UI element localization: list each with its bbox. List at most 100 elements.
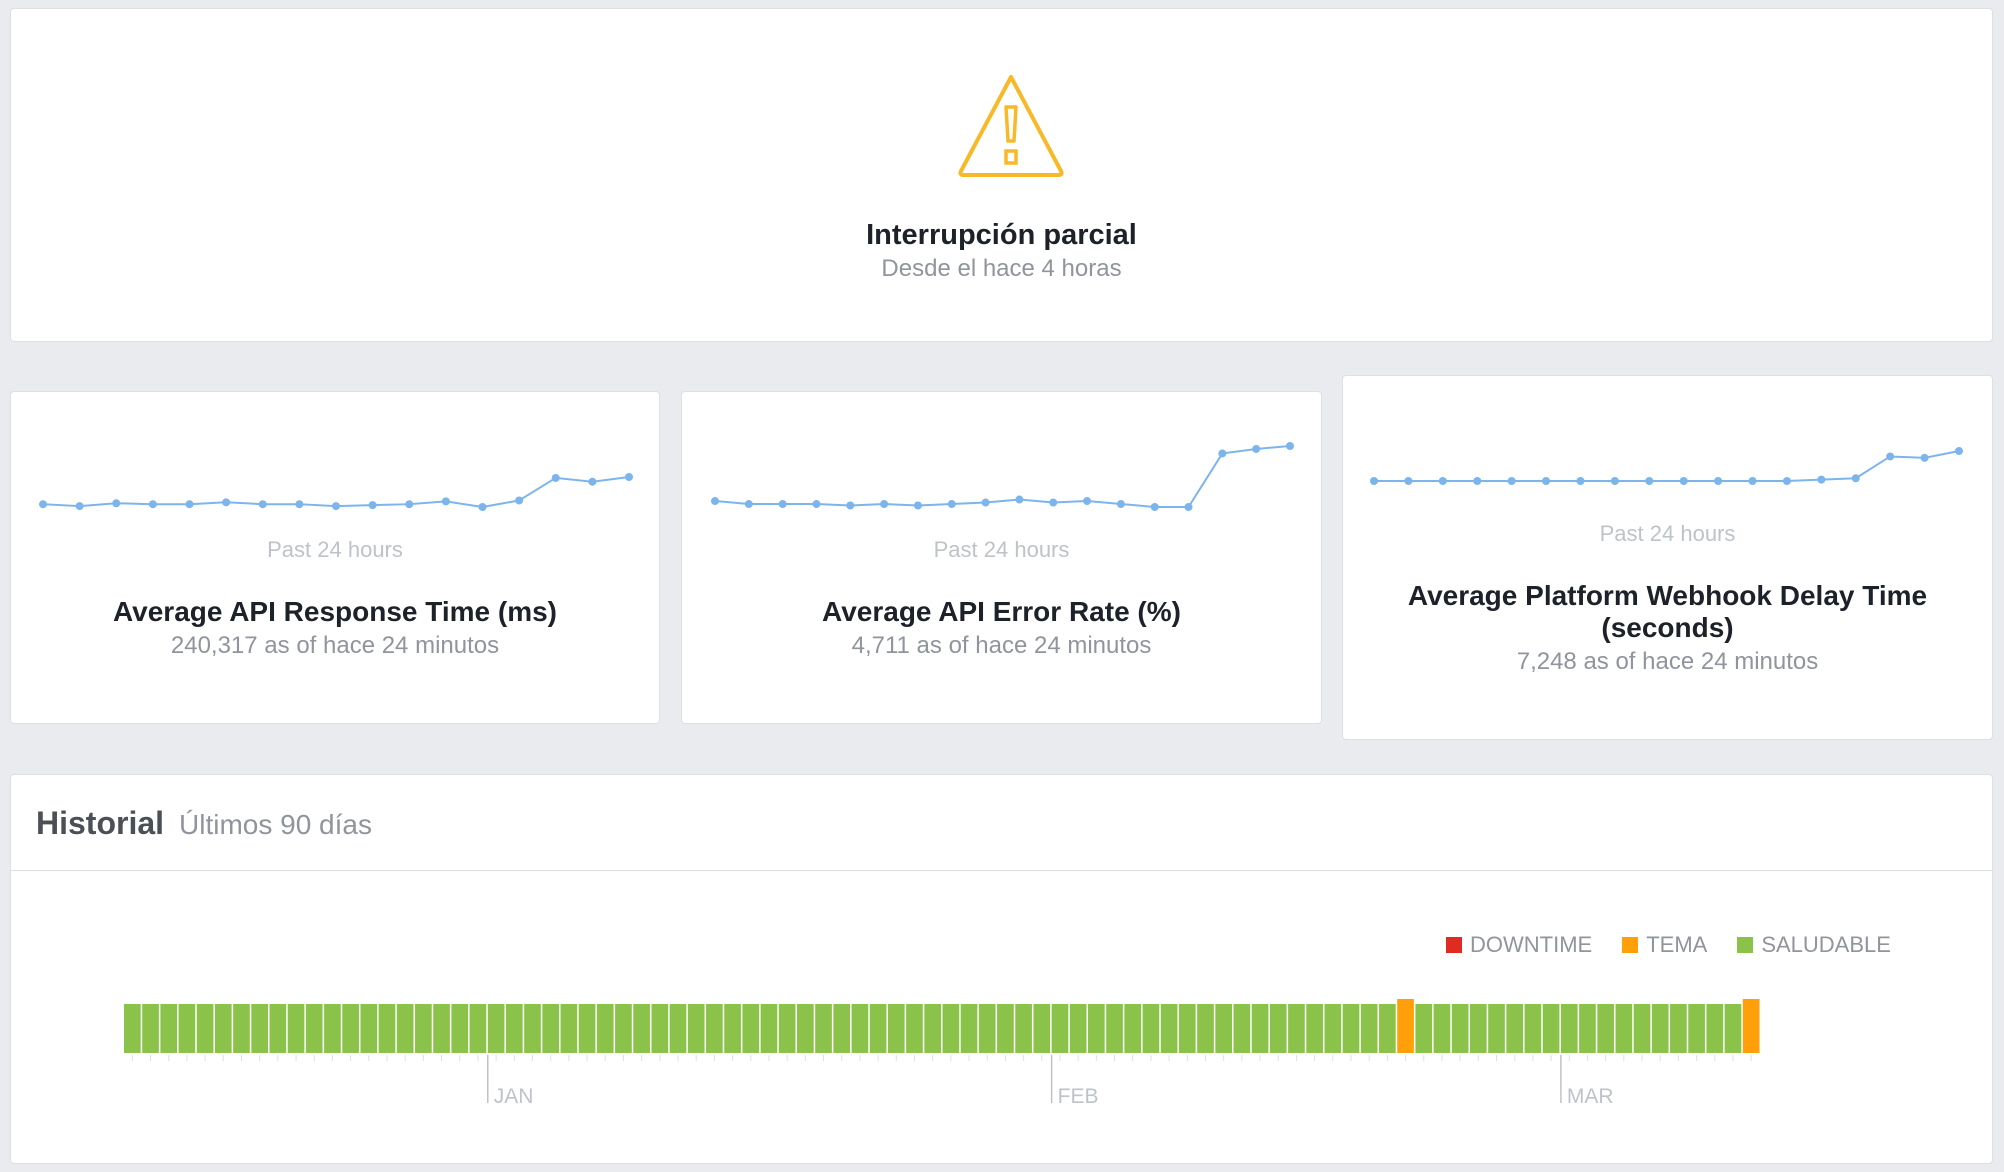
metric-card-response-time[interactable]: Past 24 hours Average API Response Time … xyxy=(10,391,660,724)
history-day-bar[interactable] xyxy=(524,1004,541,1053)
history-day-bar[interactable] xyxy=(1142,1004,1160,1053)
history-day-bar[interactable] xyxy=(1415,1004,1433,1053)
history-day-bar[interactable] xyxy=(1579,1004,1596,1053)
sparkline-point[interactable] xyxy=(1610,477,1619,485)
history-day-bar[interactable] xyxy=(1106,1004,1123,1053)
sparkline-point[interactable] xyxy=(258,500,267,509)
sparkline-point[interactable] xyxy=(1438,477,1447,485)
sparkline-point[interactable] xyxy=(1150,503,1159,511)
sparkline-point[interactable] xyxy=(947,500,956,509)
sparkline-point[interactable] xyxy=(744,500,753,509)
sparkline-point[interactable] xyxy=(1473,477,1482,485)
history-day-bar[interactable] xyxy=(1506,1004,1524,1053)
history-day-bar[interactable] xyxy=(560,1004,578,1053)
history-day-bar[interactable] xyxy=(1469,1004,1487,1053)
sparkline-point[interactable] xyxy=(1370,477,1378,485)
sparkline-point[interactable] xyxy=(1748,477,1757,485)
history-day-bar[interactable] xyxy=(1178,1004,1196,1053)
history-day-bar[interactable] xyxy=(324,1004,341,1053)
history-day-bar[interactable] xyxy=(1706,1004,1724,1053)
sparkline-point[interactable] xyxy=(515,496,524,505)
history-day-bar[interactable] xyxy=(633,1004,650,1053)
history-day-bar[interactable] xyxy=(742,1004,760,1053)
history-day-bar[interactable] xyxy=(1542,1004,1560,1053)
history-day-bar[interactable] xyxy=(1324,1004,1342,1053)
sparkline-point[interactable] xyxy=(711,497,719,506)
metric-card-error-rate[interactable]: Past 24 hours Average API Error Rate (%)… xyxy=(681,391,1322,724)
history-day-bar[interactable] xyxy=(1524,1004,1542,1053)
sparkline-point[interactable] xyxy=(368,501,377,510)
sparkline-point[interactable] xyxy=(588,477,597,486)
history-day-bar[interactable] xyxy=(451,1004,469,1053)
sparkline-point[interactable] xyxy=(1782,477,1791,485)
history-day-bar[interactable] xyxy=(1560,1004,1578,1053)
history-day-bar[interactable] xyxy=(1251,1004,1269,1053)
sparkline-point[interactable] xyxy=(1920,453,1929,462)
history-day-bar[interactable] xyxy=(487,1004,505,1053)
sparkline-point[interactable] xyxy=(222,498,231,507)
sparkline-point[interactable] xyxy=(1015,495,1024,504)
sparkline-point[interactable] xyxy=(981,498,990,507)
sparkline-point[interactable] xyxy=(1679,477,1688,485)
sparkline-point[interactable] xyxy=(478,503,487,511)
history-day-bar[interactable] xyxy=(1233,1004,1251,1053)
sparkline-point[interactable] xyxy=(295,500,304,509)
sparkline-point[interactable] xyxy=(1576,477,1585,485)
sparkline-point[interactable] xyxy=(1116,500,1125,509)
history-day-bar[interactable] xyxy=(615,1004,632,1053)
history-day-bar[interactable] xyxy=(1433,1004,1451,1053)
history-day-bar[interactable] xyxy=(469,1004,487,1053)
history-day-bar[interactable] xyxy=(706,1004,723,1053)
history-day-bar[interactable] xyxy=(1633,1004,1651,1053)
history-day-bar[interactable] xyxy=(396,1004,414,1053)
history-day-bar[interactable] xyxy=(1724,1004,1742,1053)
history-day-bar[interactable] xyxy=(1379,1004,1396,1053)
history-day-bar[interactable] xyxy=(1742,999,1760,1053)
history-day-bar[interactable] xyxy=(433,1004,450,1053)
history-day-bar[interactable] xyxy=(851,1004,869,1053)
history-day-bar[interactable] xyxy=(669,1004,687,1053)
history-day-bar[interactable] xyxy=(887,1004,905,1053)
history-day-bar[interactable] xyxy=(596,1004,614,1053)
sparkline-point[interactable] xyxy=(1507,477,1516,485)
history-day-bar[interactable] xyxy=(942,1004,960,1053)
sparkline-point[interactable] xyxy=(1286,442,1294,450)
sparkline-point[interactable] xyxy=(75,502,84,511)
history-day-bar[interactable] xyxy=(1069,1004,1087,1053)
sparkline-point[interactable] xyxy=(112,499,121,508)
history-day-bar[interactable] xyxy=(505,1004,523,1053)
history-day-bar[interactable] xyxy=(342,1004,359,1053)
history-day-bar[interactable] xyxy=(1288,1004,1305,1053)
history-day-bar[interactable] xyxy=(1033,1004,1051,1053)
history-day-bar[interactable] xyxy=(1670,1004,1687,1053)
sparkline-point[interactable] xyxy=(405,500,414,509)
history-day-bar[interactable] xyxy=(142,1004,159,1053)
history-day-bar[interactable] xyxy=(251,1004,269,1053)
history-day-bar[interactable] xyxy=(178,1004,196,1053)
history-day-bar[interactable] xyxy=(415,1004,432,1053)
sparkline-point[interactable] xyxy=(778,500,787,509)
history-day-bar[interactable] xyxy=(869,1004,887,1053)
sparkline-point[interactable] xyxy=(441,497,450,506)
history-day-bar[interactable] xyxy=(124,1004,141,1053)
history-day-bar[interactable] xyxy=(1397,999,1414,1053)
history-day-bar[interactable] xyxy=(1342,1004,1360,1053)
history-day-bar[interactable] xyxy=(214,1004,232,1053)
history-day-bar[interactable] xyxy=(378,1004,396,1053)
history-day-bar[interactable] xyxy=(305,1004,323,1053)
history-day-bar[interactable] xyxy=(1088,1004,1105,1053)
history-day-bar[interactable] xyxy=(833,1004,851,1053)
sparkline-point[interactable] xyxy=(1252,444,1261,453)
history-day-bar[interactable] xyxy=(287,1004,305,1053)
history-day-bar[interactable] xyxy=(160,1004,178,1053)
metric-card-webhook-delay[interactable]: Past 24 hours Average Platform Webhook D… xyxy=(1342,375,1993,740)
sparkline-point[interactable] xyxy=(1886,452,1895,461)
sparkline-point[interactable] xyxy=(1083,497,1092,506)
history-day-bar[interactable] xyxy=(542,1004,560,1053)
history-day-bar[interactable] xyxy=(360,1004,378,1053)
sparkline-point[interactable] xyxy=(1404,477,1413,485)
sparkline-point[interactable] xyxy=(1184,503,1193,511)
history-day-bar[interactable] xyxy=(1215,1004,1233,1053)
sparkline-point[interactable] xyxy=(185,500,194,509)
sparkline-point[interactable] xyxy=(1218,449,1227,458)
